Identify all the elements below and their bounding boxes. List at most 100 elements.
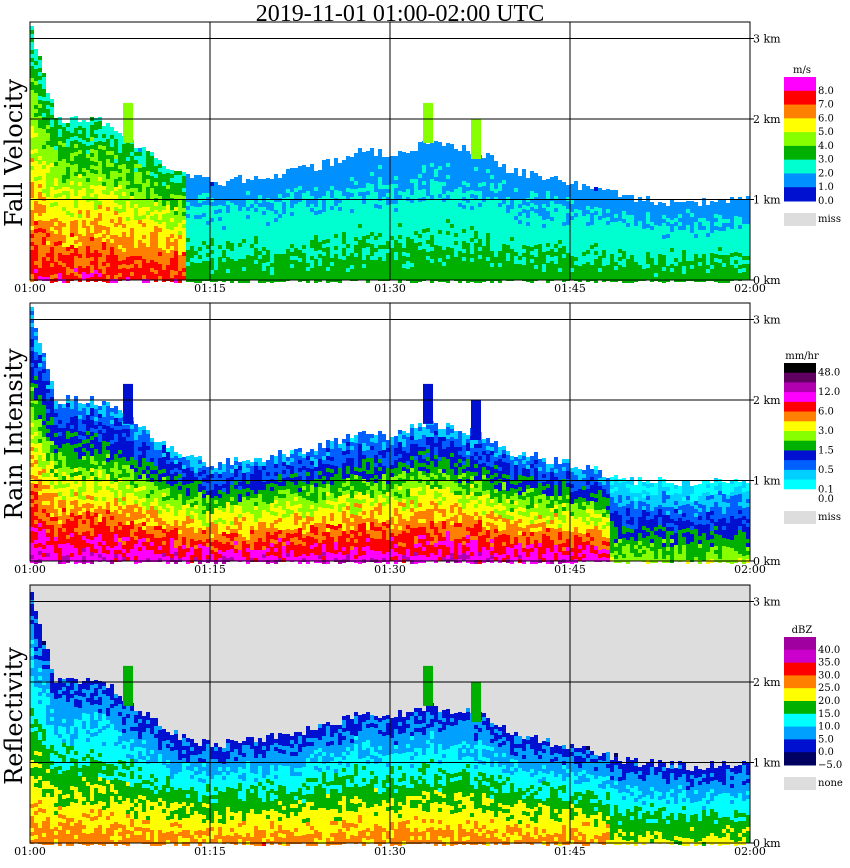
heatmap-cell <box>218 269 222 273</box>
heatmap-cell <box>150 220 154 224</box>
heatmap-cell <box>614 250 618 254</box>
heatmap-cell <box>630 195 634 199</box>
heatmap-cell <box>82 128 86 132</box>
heatmap-cell <box>478 271 482 275</box>
heatmap-cell <box>594 239 598 243</box>
heatmap-cell <box>70 241 74 245</box>
heatmap-cell <box>90 121 94 125</box>
heatmap-cell <box>230 187 234 191</box>
heatmap-cell <box>194 247 198 251</box>
heatmap-cell <box>42 129 46 133</box>
heatmap-cell <box>586 230 590 234</box>
heatmap-cell <box>558 272 562 276</box>
heatmap-cell <box>90 245 94 249</box>
heatmap-cell <box>674 206 678 210</box>
heatmap-cell <box>386 237 390 241</box>
heatmap-cell <box>66 167 70 171</box>
heatmap-cell <box>502 168 506 172</box>
heatmap-cell <box>150 176 154 180</box>
heatmap-cell <box>334 202 338 206</box>
heatmap-cell <box>366 239 370 243</box>
heatmap-cell <box>130 212 134 216</box>
heatmap-cell <box>186 178 190 182</box>
heatmap-cell <box>338 263 342 267</box>
heatmap-cell <box>398 231 402 235</box>
heatmap-cell <box>142 263 146 267</box>
heatmap-cell <box>326 275 330 279</box>
heatmap-cell <box>406 181 410 185</box>
heatmap-cell <box>338 171 342 175</box>
heatmap-cell <box>242 227 246 231</box>
heatmap-cell <box>82 132 86 136</box>
heatmap-cell <box>38 80 42 84</box>
heatmap-cell <box>110 211 114 215</box>
heatmap-cell <box>370 152 374 156</box>
heatmap-cell <box>346 244 350 248</box>
heatmap-cell <box>694 254 698 258</box>
heatmap-cell <box>154 238 158 242</box>
heatmap-cell <box>214 210 218 214</box>
heatmap-cell <box>666 230 670 234</box>
heatmap-cell <box>270 251 274 255</box>
heatmap-cell <box>182 264 186 268</box>
heatmap-cell <box>302 265 306 269</box>
heatmap-cell <box>658 218 662 222</box>
heatmap-cell <box>574 189 578 193</box>
heatmap-cell <box>598 276 602 280</box>
heatmap-cell <box>430 203 434 207</box>
heatmap-cell <box>678 222 682 226</box>
heatmap-cell <box>418 238 422 242</box>
heatmap-cell <box>254 224 258 228</box>
heatmap-cell <box>86 222 90 226</box>
heatmap-cell <box>138 220 142 224</box>
heatmap-cell <box>98 173 102 177</box>
heatmap-cell <box>42 225 46 229</box>
heatmap-cell <box>390 268 394 272</box>
heatmap-cell <box>518 252 522 256</box>
heatmap-cell <box>426 216 430 220</box>
heatmap-cell <box>390 244 394 248</box>
heatmap-cell <box>58 241 62 245</box>
heatmap-cell <box>126 189 130 193</box>
heatmap-cell <box>134 244 138 248</box>
heatmap-cell <box>250 220 254 224</box>
heatmap-cell <box>650 242 654 246</box>
heatmap-cell <box>618 201 622 205</box>
heatmap-cell <box>174 275 178 279</box>
heatmap-cell <box>662 255 666 259</box>
heatmap-cell <box>462 193 466 197</box>
heatmap-cell <box>522 237 526 241</box>
heatmap-cell <box>118 253 122 257</box>
heatmap-cell <box>102 254 106 258</box>
heatmap-cell <box>110 263 114 267</box>
heatmap-cell <box>346 216 350 220</box>
heatmap-cell <box>506 265 510 269</box>
heatmap-cell <box>230 183 234 187</box>
heatmap-cell <box>478 243 482 247</box>
heatmap-cell <box>494 193 498 197</box>
heatmap-cell <box>642 273 646 277</box>
heatmap-cell <box>326 203 330 207</box>
heatmap-cell <box>42 201 46 205</box>
heatmap-cell <box>34 61 38 65</box>
heatmap-cell <box>378 221 382 225</box>
heatmap-cell <box>78 162 82 166</box>
heatmap-cell <box>206 181 210 185</box>
heatmap-cell <box>522 225 526 229</box>
heatmap-cell <box>454 253 458 257</box>
heatmap-cell <box>138 240 142 244</box>
heatmap-cell <box>214 238 218 242</box>
heatmap-cell <box>542 216 546 220</box>
heatmap-cell <box>458 247 462 251</box>
heatmap-cell <box>122 212 126 216</box>
heatmap-cell <box>502 256 506 260</box>
heatmap-cell <box>678 238 682 242</box>
heatmap-cell <box>78 178 82 182</box>
heatmap-cell <box>210 206 214 210</box>
heatmap-cell <box>314 215 318 219</box>
heatmap-cell <box>30 110 34 114</box>
heatmap-cell <box>690 257 694 261</box>
heatmap-cell <box>50 115 54 119</box>
heatmap-cell <box>402 176 406 180</box>
heatmap-cell <box>682 274 686 278</box>
